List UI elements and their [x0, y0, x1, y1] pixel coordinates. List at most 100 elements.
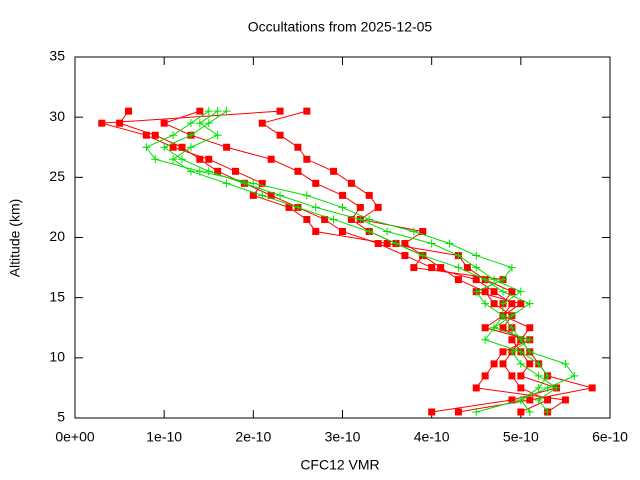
point — [294, 167, 302, 175]
point — [302, 191, 311, 200]
point — [383, 227, 392, 236]
point — [204, 119, 213, 128]
point — [196, 107, 204, 115]
x-axis-label: CFC12 VMR — [300, 457, 379, 473]
point — [543, 383, 552, 392]
x-tick-label: 3e-10 — [325, 429, 361, 445]
point — [186, 131, 195, 140]
point — [347, 215, 355, 223]
profile-line — [172, 110, 558, 413]
point — [534, 395, 543, 404]
point — [516, 359, 525, 368]
point — [525, 335, 534, 344]
point — [534, 359, 543, 368]
point — [445, 239, 454, 248]
point — [347, 179, 355, 187]
point — [544, 396, 552, 404]
point — [374, 240, 382, 248]
point — [116, 119, 124, 127]
point — [481, 288, 489, 296]
point — [293, 203, 302, 212]
x-tick-label: 4e-10 — [414, 429, 450, 445]
point — [392, 239, 400, 248]
point — [142, 131, 150, 139]
point — [499, 287, 507, 296]
point — [321, 215, 329, 223]
point — [508, 396, 516, 404]
point — [258, 191, 267, 200]
point — [437, 264, 445, 272]
point — [516, 395, 525, 404]
point — [160, 143, 169, 152]
point — [507, 311, 516, 320]
point — [178, 155, 186, 164]
profile — [160, 107, 552, 416]
point — [195, 119, 204, 128]
point — [222, 107, 231, 116]
point — [410, 264, 418, 272]
point — [213, 107, 222, 116]
point — [525, 299, 534, 308]
x-tick-label: 2e-10 — [235, 429, 271, 445]
point — [409, 227, 418, 236]
point — [365, 191, 373, 199]
point — [401, 252, 409, 260]
point — [516, 287, 525, 296]
point — [517, 384, 525, 392]
point — [481, 372, 489, 380]
x-tick-label: 1e-10 — [146, 429, 182, 445]
point — [507, 323, 516, 332]
point — [294, 143, 302, 151]
point — [508, 336, 516, 344]
point — [472, 251, 481, 260]
point — [454, 408, 462, 416]
point — [186, 167, 195, 176]
point — [204, 107, 213, 116]
y-tick-label: 20 — [49, 228, 65, 244]
point — [517, 300, 525, 308]
point — [525, 407, 534, 416]
point — [499, 348, 507, 356]
point — [472, 407, 481, 416]
point — [552, 383, 561, 392]
point — [507, 347, 516, 356]
point — [499, 299, 507, 308]
point — [303, 215, 311, 223]
point — [499, 324, 507, 332]
point — [561, 396, 569, 404]
point — [285, 203, 293, 211]
point — [374, 203, 382, 211]
point — [517, 372, 525, 380]
point — [330, 167, 338, 175]
point — [472, 276, 480, 284]
point — [267, 155, 275, 163]
point — [365, 227, 374, 236]
point — [142, 143, 151, 152]
point — [463, 264, 471, 272]
point — [303, 155, 311, 163]
point — [428, 408, 436, 416]
point — [276, 131, 284, 139]
point — [214, 167, 222, 175]
point — [499, 360, 507, 368]
point — [303, 107, 311, 115]
point — [258, 119, 266, 127]
point — [526, 360, 534, 368]
point — [481, 299, 490, 308]
point — [356, 203, 364, 211]
x-tick-label: 5e-10 — [503, 429, 539, 445]
point — [213, 131, 222, 140]
point — [204, 167, 213, 176]
point — [427, 239, 436, 248]
point — [169, 155, 178, 164]
chart-title: Occultations from 2025-12-05 — [248, 19, 433, 35]
point — [312, 179, 320, 187]
point — [534, 371, 543, 380]
point — [525, 347, 534, 356]
point — [526, 396, 534, 404]
point — [276, 107, 284, 115]
point — [151, 155, 160, 164]
point — [356, 215, 365, 224]
point — [490, 275, 499, 284]
